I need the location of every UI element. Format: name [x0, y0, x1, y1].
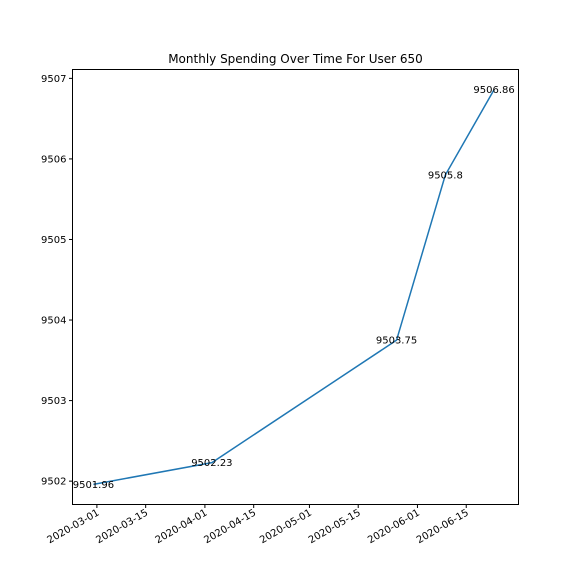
y-tick-label: 9504	[41, 316, 66, 327]
y-tick-label: 9505	[41, 235, 66, 246]
x-tick-label: 2020-04-01	[154, 508, 210, 547]
series-line	[93, 89, 495, 486]
data-label: 9503.75	[376, 336, 417, 347]
x-tick-label: 2020-03-15	[94, 508, 150, 547]
y-tick-label: 9502	[41, 477, 66, 488]
x-tick-label: 2020-05-01	[258, 508, 314, 547]
y-tick-label: 9506	[41, 154, 66, 165]
data-label: 9506.86	[473, 85, 514, 96]
plot-area	[72, 69, 519, 505]
y-axis: 9502 9503 9504 9505 9506 9507	[41, 74, 73, 488]
chart-title: Monthly Spending Over Time For User 650	[168, 52, 423, 66]
y-tick-label: 9503	[41, 396, 66, 407]
x-tick-label: 2020-03-01	[46, 508, 102, 547]
y-tick-label: 9507	[41, 74, 66, 85]
data-labels: 9501.96 9502.23 9503.75 9505.8 9506.86	[73, 85, 515, 491]
x-tick-label: 2020-04-15	[202, 508, 258, 547]
x-tick-label: 2020-05-15	[307, 508, 363, 547]
data-label: 9502.23	[191, 458, 232, 469]
data-label: 9505.8	[428, 171, 463, 182]
x-tick-label: 2020-06-01	[366, 508, 422, 547]
data-label: 9501.96	[73, 480, 114, 491]
x-tick-label: 2020-06-15	[415, 508, 471, 547]
